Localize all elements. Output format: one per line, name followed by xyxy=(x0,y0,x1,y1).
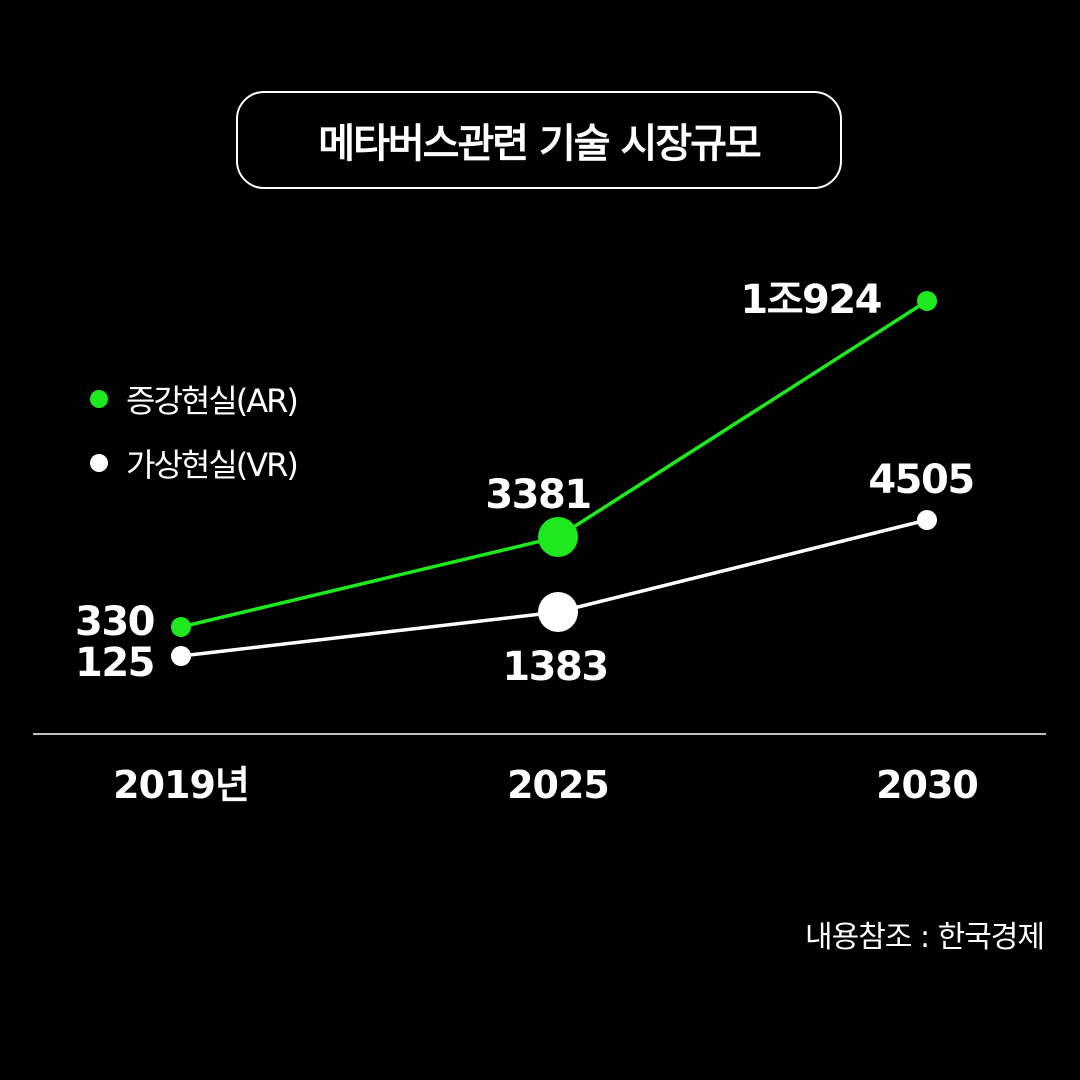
data-label-ar: 3381 xyxy=(485,472,590,518)
data-point-vr xyxy=(171,646,191,666)
data-point-vr xyxy=(538,592,578,632)
legend-item-ar: 증강현실(AR) xyxy=(88,374,299,424)
legend-item-vr: 가상현실(VR) xyxy=(88,438,299,488)
x-tick-label: 2019년 xyxy=(113,763,249,807)
source-note: 내용참조 : 한국경제 xyxy=(805,920,1045,955)
data-point-ar xyxy=(538,517,578,557)
data-label-vr: 4505 xyxy=(868,457,973,503)
x-tick-label: 2030 xyxy=(876,763,978,807)
data-point-ar xyxy=(171,617,191,637)
legend-dot-ar xyxy=(90,390,108,408)
data-point-vr xyxy=(917,510,937,530)
chart-title-box: 메타버스관련 기술 시장규모 xyxy=(236,91,842,189)
chart-title: 메타버스관련 기술 시장규모 xyxy=(318,121,761,167)
legend-label-ar: 증강현실(AR) xyxy=(126,382,299,420)
legend-dot-vr xyxy=(90,454,108,472)
x-tick-label: 2025 xyxy=(507,763,609,807)
data-label-ar: 1조924 xyxy=(740,277,881,323)
legend: 증강현실(AR) 가상현실(VR) xyxy=(88,374,299,502)
series-line-ar xyxy=(180,299,928,629)
legend-label-vr: 가상현실(VR) xyxy=(126,446,299,484)
data-label-vr: 1383 xyxy=(502,644,607,690)
data-point-ar xyxy=(917,291,937,311)
data-label-vr: 125 xyxy=(75,640,154,686)
data-label-ar: 330 xyxy=(75,599,154,645)
